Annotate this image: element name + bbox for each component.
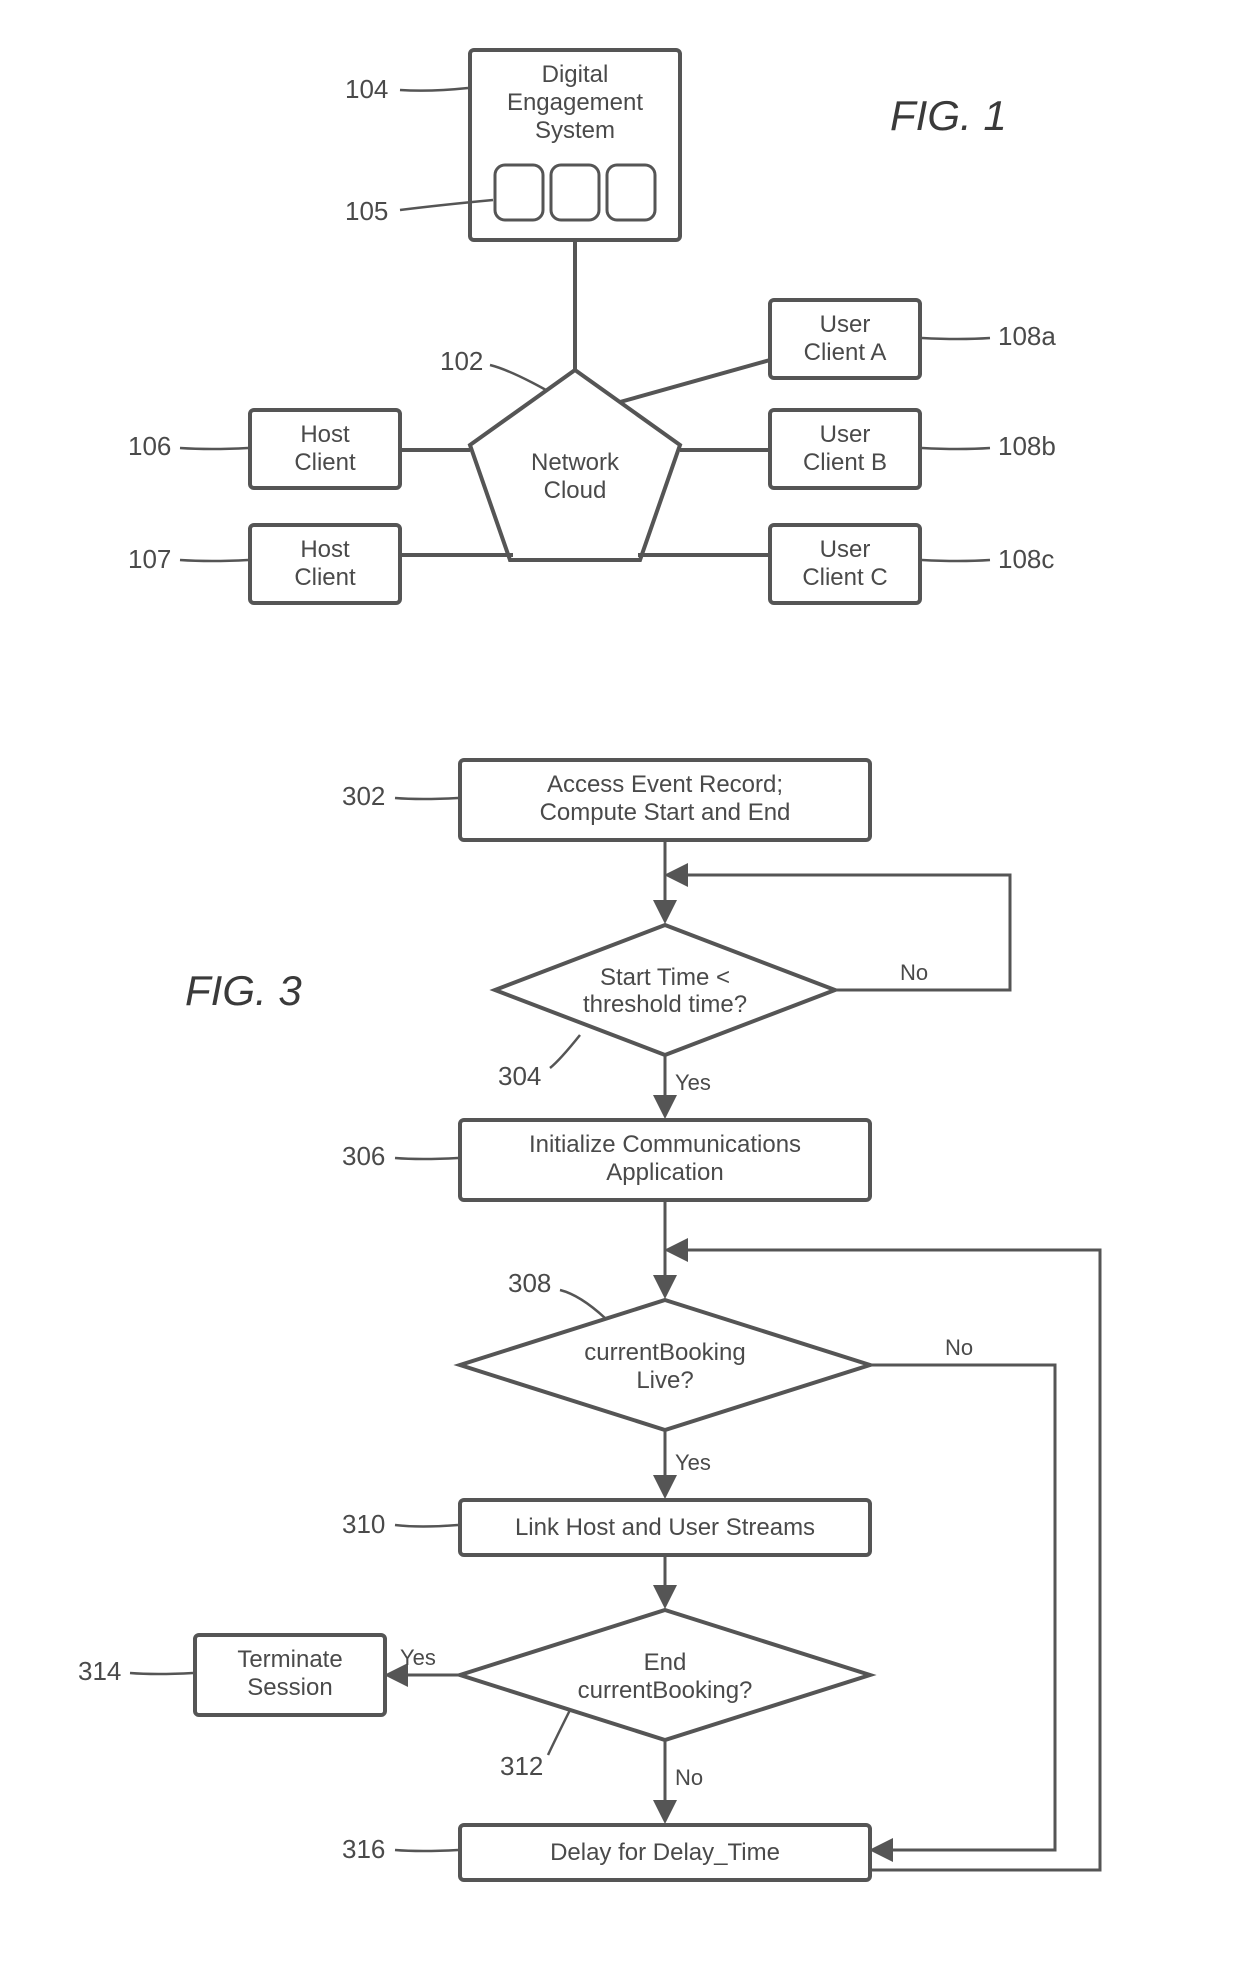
ref-316: 316 <box>342 1834 385 1864</box>
node-host1: Host Client <box>250 410 400 488</box>
ref-306: 306 <box>342 1141 385 1171</box>
n314-l1: Terminate <box>237 1646 342 1673</box>
ua-l2: Client A <box>804 339 887 366</box>
des-module-2 <box>551 165 599 220</box>
lead-302 <box>395 798 458 799</box>
lead-108b <box>922 448 990 449</box>
ref-105: 105 <box>345 196 388 226</box>
edge-308-no <box>870 1365 1055 1850</box>
n304-l1: Start Time < <box>600 964 730 991</box>
n312-l2: currentBooking? <box>578 1677 753 1704</box>
ref-314: 314 <box>78 1656 121 1686</box>
ref-308: 308 <box>508 1268 551 1298</box>
n308-l2: Live? <box>636 1367 693 1394</box>
uc-l1: User <box>820 536 871 563</box>
lead-316 <box>395 1850 458 1851</box>
n304-l2: threshold time? <box>583 991 747 1018</box>
ref-106: 106 <box>128 431 171 461</box>
label-308-no: No <box>945 1335 973 1360</box>
ub-l2: Client B <box>803 449 887 476</box>
label-308-yes: Yes <box>675 1450 711 1475</box>
ref-304: 304 <box>498 1061 541 1091</box>
lead-310 <box>395 1525 458 1527</box>
ref-108b: 108b <box>998 431 1056 461</box>
uc-l2: Client C <box>802 564 887 591</box>
lead-106 <box>180 448 248 449</box>
lead-312 <box>548 1710 570 1755</box>
lead-306 <box>395 1158 458 1159</box>
lead-104 <box>400 88 468 91</box>
ref-107: 107 <box>128 544 171 574</box>
fig-3-title: FIG. 3 <box>185 967 302 1014</box>
host1-l2: Client <box>294 449 356 476</box>
host2-l1: Host <box>300 536 350 563</box>
n312-l1: End <box>644 1649 687 1676</box>
lead-108c <box>922 560 990 561</box>
lead-108a <box>922 338 990 339</box>
cloud-line1: Network <box>531 449 620 476</box>
n302-l1: Access Event Record; <box>547 771 783 798</box>
n306-l1: Initialize Communications <box>529 1131 801 1158</box>
ref-302: 302 <box>342 781 385 811</box>
label-312-no: No <box>675 1765 703 1790</box>
fig-1: FIG. 1 Digital Engagement System 104 105 <box>128 50 1056 603</box>
host1-l1: Host <box>300 421 350 448</box>
des-line1: Digital <box>542 61 609 88</box>
lead-308 <box>560 1290 605 1318</box>
node-cloud: Network Cloud <box>470 370 680 560</box>
node-des: Digital Engagement System <box>470 50 680 240</box>
diagram-canvas: FIG. 1 Digital Engagement System 104 105 <box>0 0 1240 1971</box>
n310-l1: Link Host and User Streams <box>515 1514 815 1541</box>
label-304-no: No <box>900 960 928 985</box>
page: FIG. 1 Digital Engagement System 104 105 <box>0 0 1240 1971</box>
ua-l1: User <box>820 311 871 338</box>
des-module-3 <box>607 165 655 220</box>
node-host2: Host Client <box>250 525 400 603</box>
ub-l1: User <box>820 421 871 448</box>
n316-l1: Delay for Delay_Time <box>550 1839 780 1866</box>
fig-1-title: FIG. 1 <box>890 92 1007 139</box>
ref-102: 102 <box>440 346 483 376</box>
n302-l2: Compute Start and End <box>540 799 791 826</box>
ref-312: 312 <box>500 1751 543 1781</box>
des-line3: System <box>535 117 615 144</box>
lead-304 <box>550 1035 580 1068</box>
host2-l2: Client <box>294 564 356 591</box>
ref-310: 310 <box>342 1509 385 1539</box>
edge-userA <box>620 360 770 402</box>
n306-l2: Application <box>606 1159 723 1186</box>
label-304-yes: Yes <box>675 1070 711 1095</box>
lead-314 <box>130 1673 193 1674</box>
node-userB: User Client B <box>770 410 920 488</box>
n308-l1: currentBooking <box>584 1339 745 1366</box>
cloud-line2: Cloud <box>544 477 607 504</box>
fig-3: FIG. 3 Access Event Record; Compute Star… <box>78 760 1100 1880</box>
node-userC: User Client C <box>770 525 920 603</box>
lead-107 <box>180 560 248 561</box>
des-line2: Engagement <box>507 89 643 116</box>
ref-108a: 108a <box>998 321 1056 351</box>
n314-l2: Session <box>247 1674 332 1701</box>
ref-104: 104 <box>345 74 388 104</box>
label-312-yes: Yes <box>400 1645 436 1670</box>
des-module-1 <box>495 165 543 220</box>
node-userA: User Client A <box>770 300 920 378</box>
ref-108c: 108c <box>998 544 1054 574</box>
lead-102 <box>490 365 546 390</box>
